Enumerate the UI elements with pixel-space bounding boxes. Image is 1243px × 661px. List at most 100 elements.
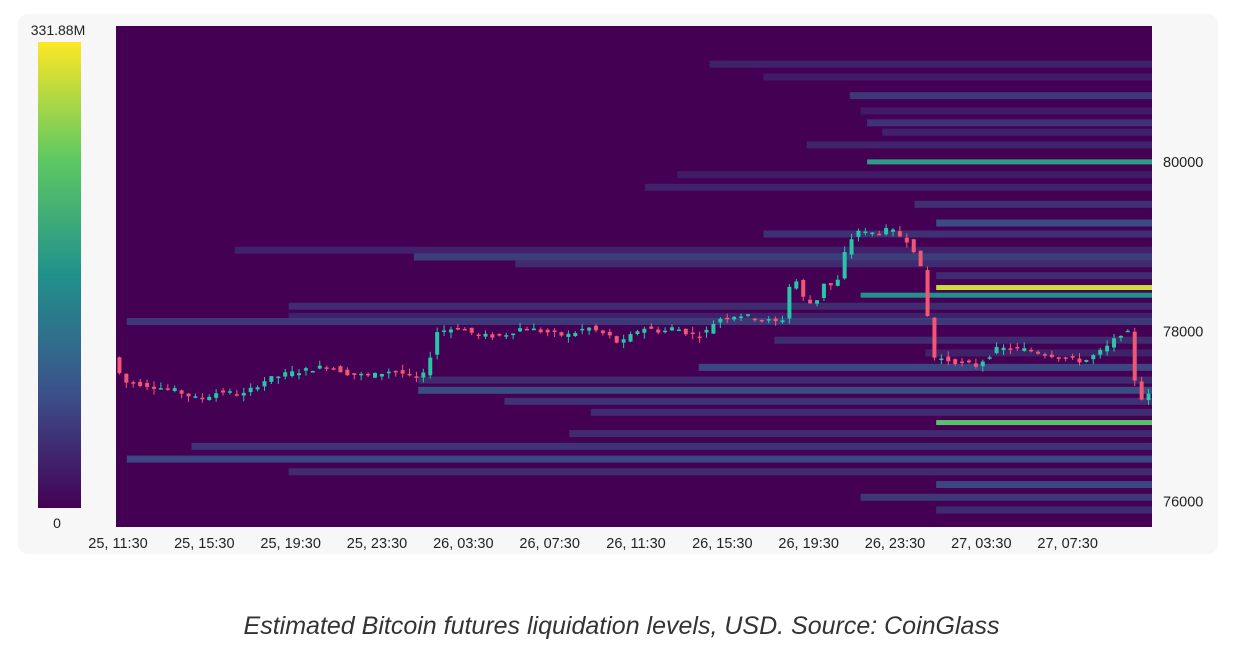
candle-body (766, 319, 771, 321)
candle-body (911, 239, 916, 253)
candle-body (656, 329, 661, 333)
candle-body (310, 371, 315, 373)
candle-body (1063, 357, 1068, 359)
candle-body (594, 325, 599, 331)
liquidation-band (867, 119, 1152, 127)
candle-body (745, 314, 750, 316)
candle-body (718, 318, 723, 323)
candle-body (960, 361, 965, 364)
candle-body (421, 372, 426, 378)
candle-body (946, 356, 951, 362)
candle-body (1022, 348, 1027, 352)
colorbar-max-label: 331.88M (31, 22, 85, 38)
liquidation-band (860, 292, 1152, 298)
candle-body (773, 318, 778, 322)
candle-body (1112, 338, 1117, 348)
candle-body (269, 376, 274, 382)
candle-body (131, 382, 136, 384)
liquidation-band (288, 302, 1153, 310)
candle-body (787, 286, 792, 319)
liquidation-band (709, 60, 1152, 68)
candle-body (559, 332, 564, 336)
candle-body (145, 382, 150, 387)
liquidation-band (418, 386, 1153, 394)
candle-body (614, 336, 619, 343)
colorbar (38, 42, 81, 508)
candle-body (255, 387, 260, 390)
candle-body (690, 332, 695, 335)
candle-body (877, 233, 882, 236)
candle-body (1098, 349, 1103, 355)
candle-body (649, 326, 654, 329)
candle-body (849, 239, 854, 255)
candle-body (704, 329, 709, 333)
candle-body (469, 327, 474, 333)
candle-body (276, 376, 281, 379)
x-tick-label: 25, 23:30 (347, 536, 407, 552)
candle-body (303, 368, 308, 371)
x-axis: 25, 11:30 25, 15:30 25, 19:30 25, 23:30 26, … (88, 536, 1098, 552)
candle-body (1056, 357, 1061, 359)
liquidation-band (936, 506, 1152, 514)
candle-body (587, 327, 592, 331)
candle-body (497, 333, 502, 336)
liquidation-band (849, 92, 1152, 100)
candle-body (193, 396, 198, 398)
candle-body (455, 327, 460, 330)
candle-body (925, 270, 930, 317)
candle-body (386, 371, 391, 374)
candle-body (697, 336, 702, 339)
candle-body (821, 283, 826, 298)
candle-body (345, 369, 350, 376)
candle-body (297, 373, 302, 376)
candle-body (545, 329, 550, 333)
candle-body (759, 319, 764, 322)
y-tick-label: 78000 (1163, 325, 1203, 341)
candle-body (524, 328, 529, 331)
candle-body (1077, 358, 1082, 363)
liquidation-band (860, 107, 1152, 115)
candle-body (186, 393, 191, 397)
candle-body (552, 330, 557, 332)
liquidation-band (515, 260, 1152, 268)
candle-body (739, 316, 744, 318)
liquidation-band (126, 318, 1153, 326)
price-candles (117, 224, 1151, 405)
candle-body (607, 331, 612, 336)
candle-body (448, 329, 453, 333)
candle-body (490, 334, 495, 338)
candle-body (1029, 349, 1034, 352)
candle-body (897, 231, 902, 237)
x-tick-label: 26, 03:30 (433, 536, 493, 552)
liquidation-band (191, 442, 1152, 450)
candle-body (663, 330, 668, 333)
candle-body (1139, 381, 1144, 400)
candle-body (863, 231, 868, 234)
candle-body (1118, 335, 1123, 338)
candle-body (1084, 359, 1089, 362)
liquidation-band (806, 141, 1152, 149)
candle-body (932, 317, 937, 358)
candle-body (179, 390, 184, 394)
candle-body (504, 335, 509, 337)
candle-body (462, 328, 467, 331)
candle-body (628, 334, 633, 342)
liquidation-band (914, 200, 1152, 208)
candle-body (856, 230, 861, 237)
candle-body (165, 388, 170, 390)
y-tick-label: 80000 (1163, 155, 1203, 171)
candle-body (373, 372, 377, 378)
candle-body (1001, 347, 1006, 351)
candle-body (400, 370, 405, 374)
candle-body (642, 328, 647, 333)
candle-body (600, 330, 605, 334)
candle-body (227, 391, 232, 393)
x-tick-label: 27, 07:30 (1037, 536, 1097, 552)
liquidation-band (763, 230, 1152, 238)
x-tick-label: 25, 19:30 (260, 536, 320, 552)
candle-body (1105, 345, 1110, 352)
candle-body (891, 229, 895, 232)
x-tick-label: 27, 03:30 (951, 536, 1011, 552)
liquidation-band (418, 376, 1153, 384)
candle-body (290, 371, 295, 377)
